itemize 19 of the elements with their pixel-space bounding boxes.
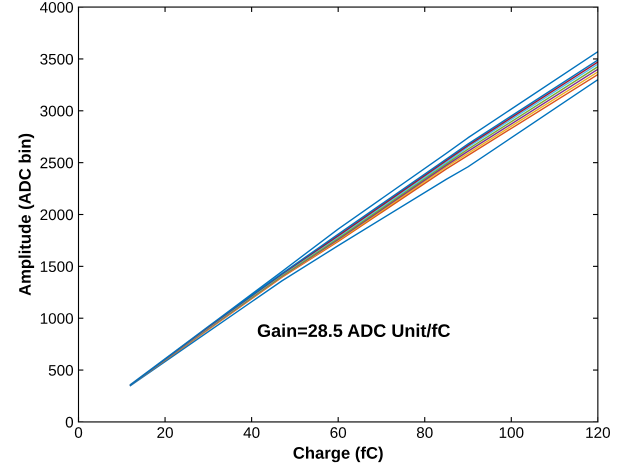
x-tick-label: 60	[330, 427, 346, 438]
y-tick-label: 3500	[40, 54, 74, 65]
annotation: Gain=28.5 ADC Unit/fC	[258, 324, 450, 338]
y-axis-title: Amplitude (ADC bin)	[18, 134, 34, 296]
y-tick-label: 3000	[40, 106, 74, 116]
x-axis-title: Charge (fC)	[293, 446, 383, 462]
x-tick-label: 120	[586, 427, 610, 438]
x-tick-label: 0	[74, 427, 82, 438]
x-tick-label: 20	[157, 427, 173, 438]
y-tick-label: 1000	[40, 313, 74, 324]
x-tick-label: 40	[243, 427, 260, 438]
y-tick-label: 2000	[40, 209, 74, 220]
y-tick-label: 4000	[40, 2, 74, 13]
y-tick-label: 0	[66, 416, 74, 428]
y-tick-label: 2500	[40, 158, 74, 168]
y-tick-label: 1500	[40, 261, 74, 272]
y-tick-label: 500	[48, 364, 74, 376]
x-tick-label: 80	[416, 427, 433, 438]
x-tick-label: 100	[500, 427, 524, 438]
